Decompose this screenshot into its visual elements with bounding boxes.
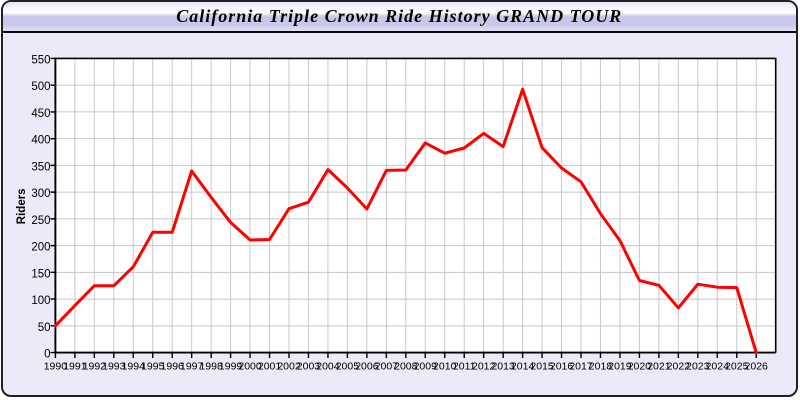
svg-text:2006: 2006 — [355, 361, 379, 373]
svg-text:2003: 2003 — [297, 361, 321, 373]
svg-text:2012: 2012 — [472, 361, 496, 373]
svg-text:2026: 2026 — [745, 361, 769, 373]
svg-text:2010: 2010 — [433, 361, 457, 373]
svg-text:2015: 2015 — [530, 361, 554, 373]
svg-text:1997: 1997 — [180, 361, 204, 373]
svg-text:2007: 2007 — [375, 361, 399, 373]
svg-text:2009: 2009 — [414, 361, 438, 373]
svg-text:Riders: Riders — [16, 188, 28, 224]
svg-text:2021: 2021 — [647, 361, 671, 373]
svg-text:250: 250 — [31, 215, 50, 227]
svg-text:1991: 1991 — [63, 361, 87, 373]
svg-text:1995: 1995 — [141, 361, 165, 373]
svg-text:2008: 2008 — [394, 361, 418, 373]
svg-text:2016: 2016 — [550, 361, 574, 373]
svg-text:1999: 1999 — [219, 361, 243, 373]
svg-text:2001: 2001 — [258, 361, 282, 373]
svg-text:200: 200 — [31, 242, 50, 254]
svg-text:1998: 1998 — [199, 361, 223, 373]
svg-text:2023: 2023 — [686, 361, 710, 373]
svg-text:2011: 2011 — [453, 361, 476, 373]
svg-text:2000: 2000 — [238, 361, 262, 373]
svg-text:2024: 2024 — [706, 361, 730, 373]
svg-text:2022: 2022 — [667, 361, 691, 373]
svg-text:2020: 2020 — [628, 361, 652, 373]
svg-text:0: 0 — [44, 349, 50, 361]
svg-text:1992: 1992 — [83, 361, 107, 373]
svg-text:2025: 2025 — [725, 361, 749, 373]
svg-text:1990: 1990 — [44, 361, 68, 373]
svg-text:1996: 1996 — [161, 361, 185, 373]
svg-text:400: 400 — [31, 135, 50, 147]
svg-text:1993: 1993 — [102, 361, 126, 373]
svg-text:2018: 2018 — [589, 361, 613, 373]
svg-text:300: 300 — [31, 188, 50, 200]
svg-text:2002: 2002 — [277, 361, 301, 373]
svg-text:150: 150 — [31, 268, 50, 280]
svg-text:100: 100 — [31, 295, 50, 307]
svg-text:550: 550 — [31, 54, 50, 66]
svg-text:2004: 2004 — [316, 361, 340, 373]
svg-text:2017: 2017 — [569, 361, 593, 373]
svg-text:1994: 1994 — [122, 361, 146, 373]
svg-text:50: 50 — [38, 322, 51, 334]
svg-text:2019: 2019 — [608, 361, 632, 373]
svg-text:350: 350 — [31, 161, 50, 173]
svg-text:500: 500 — [31, 81, 50, 93]
svg-text:450: 450 — [31, 108, 50, 120]
svg-text:2014: 2014 — [511, 361, 535, 373]
svg-text:2013: 2013 — [491, 361, 515, 373]
svg-text:2005: 2005 — [336, 361, 360, 373]
